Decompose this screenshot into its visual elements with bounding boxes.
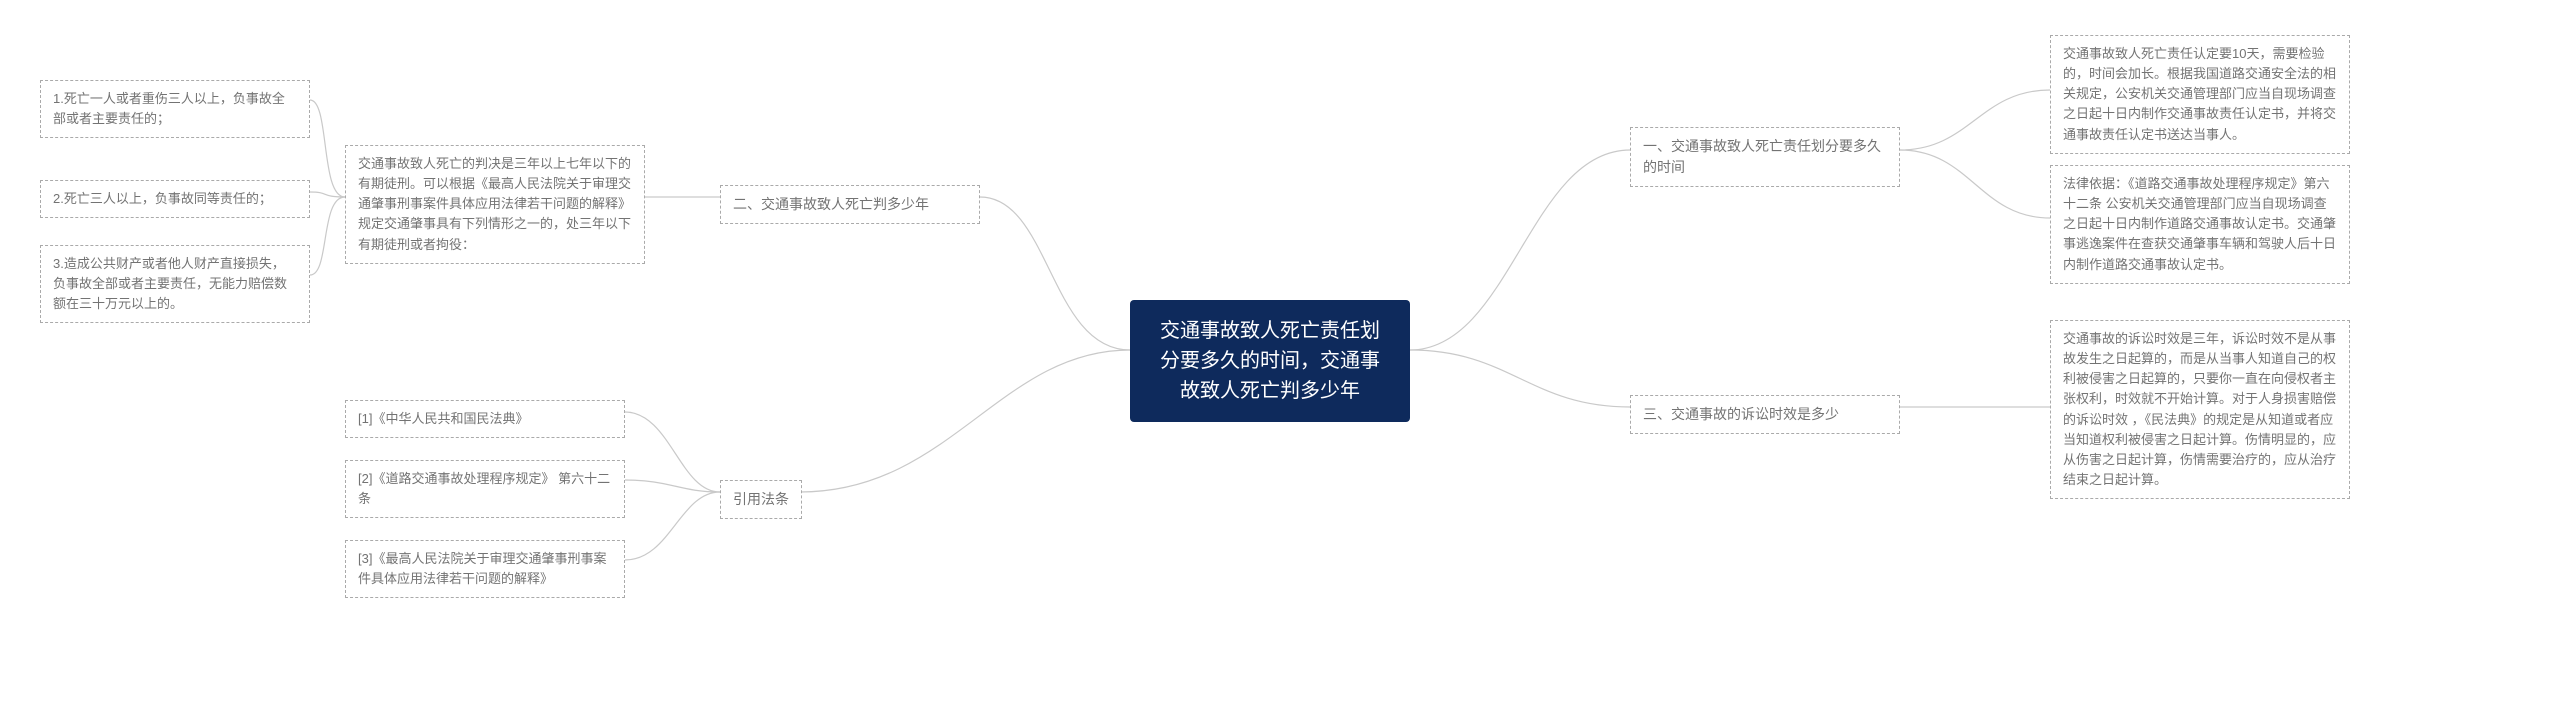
ref-3: [3]《最高人民法院关于审理交通肇事刑事案件具体应用法律若干问题的解释》 xyxy=(345,540,625,598)
branch-1-leaf-1: 交通事故致人死亡责任认定要10天，需要检验的，时间会加长。根据我国道路交通安全法… xyxy=(2050,35,2350,154)
branch-refs[interactable]: 引用法条 xyxy=(720,480,802,519)
branch-2-mid: 交通事故致人死亡的判决是三年以上七年以下的有期徒刑。可以根据《最高人民法院关于审… xyxy=(345,145,645,264)
branch-1-leaf-2: 法律依据：《道路交通事故处理程序规定》第六十二条 公安机关交通管理部门应当自现场… xyxy=(2050,165,2350,284)
branch-2-leaf-1: 1.死亡一人或者重伤三人以上，负事故全部或者主要责任的； xyxy=(40,80,310,138)
branch-3[interactable]: 三、交通事故的诉讼时效是多少 xyxy=(1630,395,1900,434)
center-topic[interactable]: 交通事故致人死亡责任划分要多久的时间，交通事故致人死亡判多少年 xyxy=(1130,300,1410,422)
branch-1[interactable]: 一、交通事故致人死亡责任划分要多久的时间 xyxy=(1630,127,1900,187)
ref-2: [2]《道路交通事故处理程序规定》 第六十二条 xyxy=(345,460,625,518)
ref-1: [1]《中华人民共和国民法典》 xyxy=(345,400,625,438)
branch-2-leaf-2: 2.死亡三人以上，负事故同等责任的； xyxy=(40,180,310,218)
branch-2-leaf-3: 3.造成公共财产或者他人财产直接损失，负事故全部或者主要责任，无能力赔偿数额在三… xyxy=(40,245,310,323)
branch-2[interactable]: 二、交通事故致人死亡判多少年 xyxy=(720,185,980,224)
branch-3-leaf-1: 交通事故的诉讼时效是三年，诉讼时效不是从事故发生之日起算的，而是从当事人知道自己… xyxy=(2050,320,2350,499)
